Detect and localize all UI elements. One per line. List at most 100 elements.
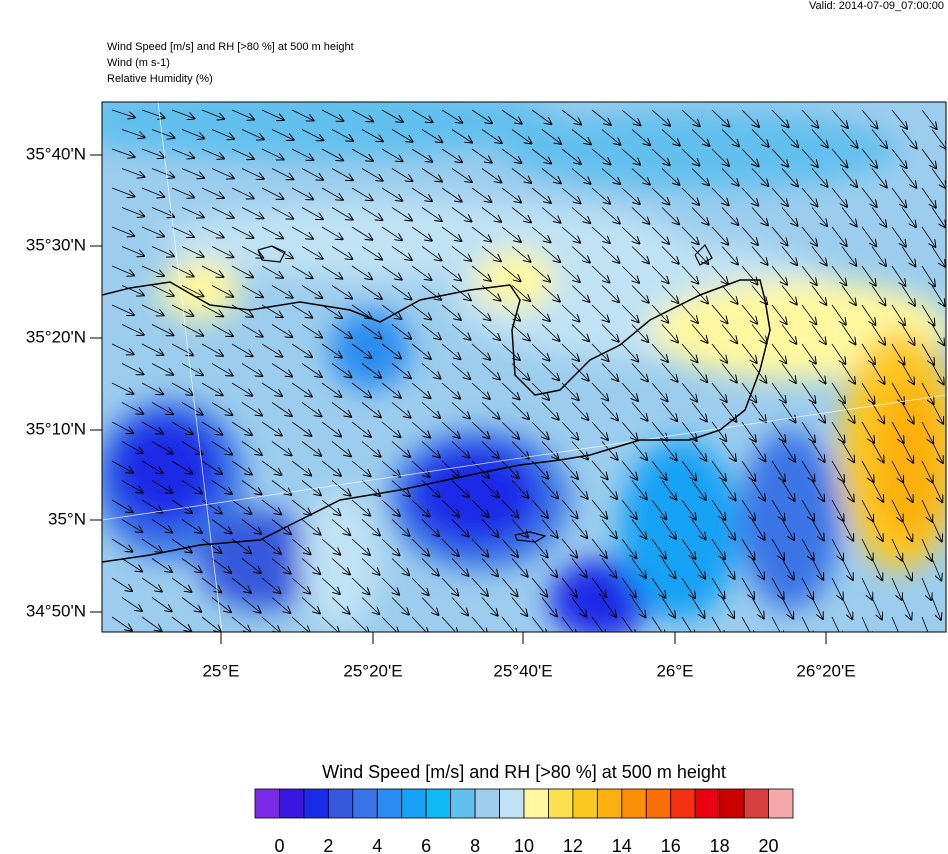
wind-arrow bbox=[661, 441, 677, 461]
wind-arrow bbox=[301, 441, 321, 456]
wind-arrow bbox=[601, 402, 618, 421]
wind-arrow bbox=[421, 129, 442, 143]
wind-arrow bbox=[541, 519, 558, 538]
wind-arrow bbox=[121, 168, 144, 177]
wind-arrow bbox=[601, 129, 621, 145]
wind-arrow bbox=[141, 421, 163, 434]
wind-arrow bbox=[681, 148, 699, 166]
wind-arrow bbox=[321, 265, 342, 279]
wind-arrow bbox=[741, 148, 759, 166]
wind-arrow bbox=[321, 382, 341, 397]
wind-arrow bbox=[111, 226, 134, 236]
wind-arrow bbox=[351, 265, 372, 279]
wind-arrow bbox=[211, 246, 233, 258]
wind-arrow bbox=[291, 343, 312, 357]
wind-arrow bbox=[561, 109, 581, 125]
wind-arrow bbox=[411, 226, 432, 241]
wind-arrow bbox=[511, 324, 530, 341]
wind-arrow bbox=[531, 499, 548, 518]
colorbar-box bbox=[279, 788, 305, 819]
wind-arrow bbox=[201, 226, 224, 237]
wind-arrow bbox=[201, 421, 222, 435]
wind-arrow bbox=[631, 597, 646, 618]
wind-arrow bbox=[831, 187, 847, 207]
wind-arrow bbox=[811, 597, 823, 619]
wind-arrow bbox=[501, 226, 521, 242]
wind-arrow bbox=[931, 480, 942, 503]
wind-arrow bbox=[381, 148, 403, 161]
wind-arrow bbox=[181, 480, 202, 494]
wind-arrow bbox=[921, 382, 934, 404]
wind-arrow bbox=[841, 519, 853, 541]
wind-arrow bbox=[691, 324, 708, 343]
wind-arrow bbox=[421, 285, 441, 300]
wind-arrow bbox=[831, 343, 845, 364]
wind-arrow bbox=[501, 577, 518, 596]
wind-arrow bbox=[801, 382, 815, 403]
wind-arrow bbox=[111, 109, 135, 118]
wind-arrow bbox=[351, 148, 373, 161]
wind-arrow bbox=[291, 499, 311, 515]
colorbar-label: 12 bbox=[563, 836, 583, 854]
wind-arrow bbox=[501, 616, 517, 632]
wind-arrow bbox=[361, 285, 382, 300]
wind-arrow bbox=[901, 285, 915, 306]
wind-arrow bbox=[511, 441, 529, 459]
wind-arrow bbox=[901, 402, 914, 424]
wind-arrow bbox=[201, 265, 223, 277]
wind-arrow bbox=[861, 109, 877, 128]
wind-arrow bbox=[421, 597, 438, 615]
wind-arrow bbox=[751, 519, 765, 540]
wind-arrow bbox=[511, 168, 531, 183]
wind-arrow bbox=[381, 343, 401, 358]
wind-arrow bbox=[871, 246, 886, 267]
colorbar-title: Wind Speed [m/s] and RH [>80 %] at 500 m… bbox=[322, 762, 726, 782]
wind-arrow bbox=[751, 207, 768, 226]
wind-arrow bbox=[771, 265, 787, 285]
wind-arrow bbox=[421, 363, 441, 379]
wind-arrow bbox=[151, 441, 173, 454]
wind-arrow bbox=[831, 616, 842, 632]
wind-arrow bbox=[151, 363, 173, 375]
wind-arrow bbox=[381, 265, 402, 280]
colorbar-box bbox=[450, 788, 476, 819]
wind-arrow bbox=[531, 109, 551, 124]
wind-arrow bbox=[261, 460, 281, 475]
wind-arrow bbox=[421, 519, 439, 537]
wind-arrow bbox=[301, 597, 320, 614]
wind-arrow bbox=[891, 109, 907, 129]
wind-arrow bbox=[351, 577, 370, 594]
wind-arrow bbox=[921, 304, 934, 325]
wind-arrow bbox=[891, 499, 903, 521]
wind-arrow bbox=[661, 363, 678, 382]
wind-arrow bbox=[181, 129, 204, 139]
wind-arrow bbox=[351, 382, 371, 397]
wind-arrow bbox=[291, 304, 312, 318]
wind-arrow bbox=[601, 285, 619, 303]
wind-arrow bbox=[691, 480, 706, 501]
wind-arrow bbox=[171, 304, 193, 316]
wind-arrow bbox=[591, 499, 607, 519]
wind-arrow bbox=[441, 421, 460, 438]
wind-arrow bbox=[711, 577, 725, 598]
wind-arrow bbox=[801, 616, 813, 632]
colorbar-label: 18 bbox=[710, 836, 730, 854]
wind-arrow bbox=[361, 402, 381, 418]
wind-arrow bbox=[441, 538, 459, 556]
wind-arrow bbox=[741, 304, 757, 324]
colorbar-box bbox=[425, 788, 452, 819]
wind-arrow bbox=[211, 441, 232, 455]
wind-arrow bbox=[771, 382, 786, 403]
wind-arrow bbox=[331, 558, 350, 575]
wind-arrow bbox=[471, 226, 491, 241]
wind-arrow bbox=[801, 499, 814, 521]
wind-arrow bbox=[771, 616, 783, 632]
wind-arrow bbox=[441, 187, 462, 202]
wind-arrow bbox=[361, 246, 382, 260]
wind-arrow bbox=[801, 187, 817, 206]
wind-arrow bbox=[781, 207, 798, 226]
wind-arrow bbox=[381, 499, 400, 516]
wind-arrow bbox=[651, 460, 667, 480]
wind-arrow bbox=[231, 187, 254, 198]
colorbar-box bbox=[596, 788, 623, 819]
